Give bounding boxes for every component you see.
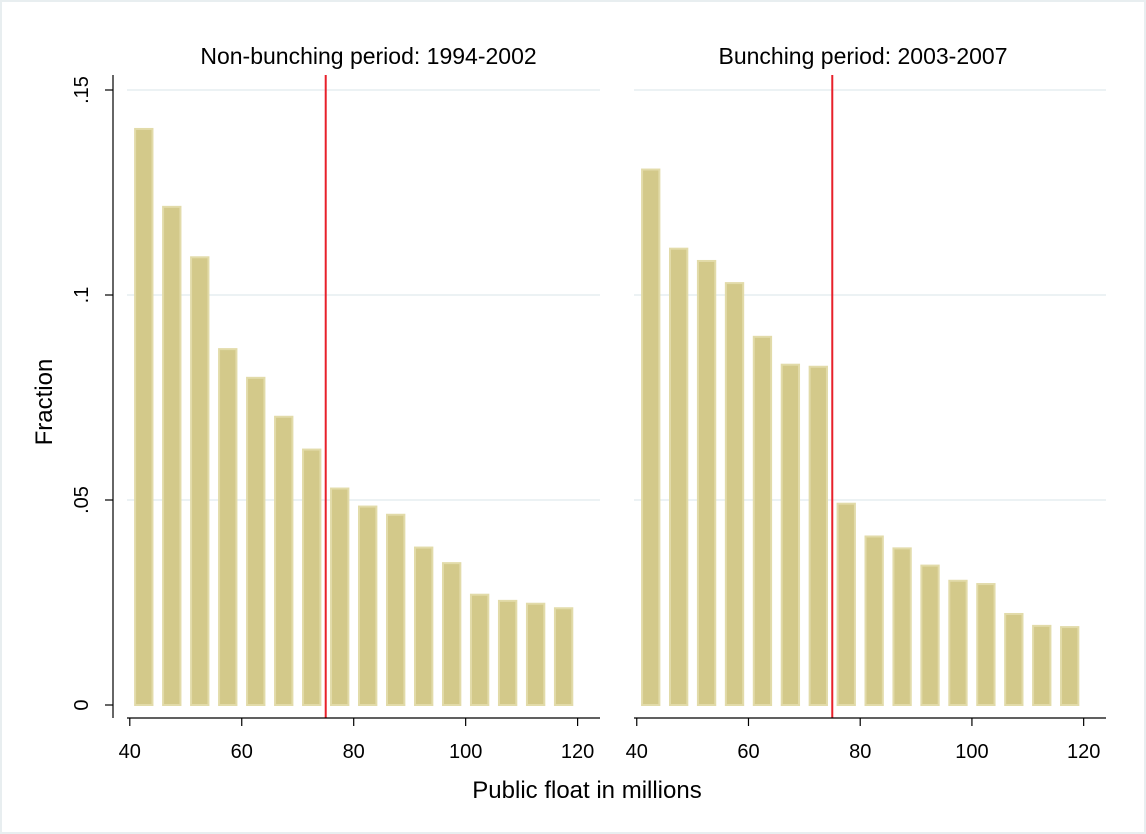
bar (808, 365, 828, 706)
bar (330, 487, 350, 706)
bar (497, 599, 518, 706)
y-tick-label: 0 (71, 699, 93, 710)
x-tick-label: 40 (119, 741, 141, 763)
panel-title: Non-bunching period: 1994-2002 (200, 43, 536, 69)
bar (976, 583, 996, 706)
bar (246, 376, 266, 706)
x-tick-label: 60 (737, 741, 759, 763)
bar (724, 282, 745, 706)
x-tick-label: 60 (231, 741, 253, 763)
x-axis-title: Public float in millions (472, 777, 701, 804)
bar (302, 448, 322, 706)
bar (1060, 626, 1080, 706)
y-tick-label: .1 (71, 287, 93, 304)
bar (553, 607, 574, 706)
y-axis-title: Fraction (31, 359, 58, 446)
bar (134, 127, 154, 706)
bar (525, 602, 546, 706)
bar (864, 535, 884, 706)
x-tick-label: 100 (955, 741, 988, 763)
chart-panel-2: 40 60 80 100 120 Bunching period: 2003-2007 (626, 43, 1106, 763)
bar (948, 579, 968, 707)
bar (386, 513, 406, 707)
bar (413, 546, 434, 706)
bar (752, 335, 773, 706)
bar (218, 348, 238, 706)
y-tick-label: .05 (71, 486, 93, 514)
bar (668, 247, 689, 706)
bar (836, 502, 856, 706)
x-tick-label: 120 (1067, 741, 1100, 763)
bar (641, 168, 661, 707)
bar (892, 547, 912, 706)
panel-title: Bunching period: 2003-2007 (718, 43, 1007, 69)
bar (162, 205, 182, 706)
chart-panels: 40 60 80 100 120 0 .05 .1 .15 Non-bunching period… (71, 43, 1106, 763)
x-tick-label: 40 (626, 741, 648, 763)
bar (920, 564, 940, 706)
bar (780, 363, 801, 706)
x-tick-label: 80 (343, 741, 365, 763)
bar (469, 593, 490, 707)
bar (190, 256, 210, 706)
y-tick-label: .15 (71, 76, 93, 104)
bar (274, 415, 294, 706)
x-tick-label: 100 (449, 741, 482, 763)
bar (441, 562, 462, 707)
bar (1032, 624, 1052, 706)
x-tick-label: 80 (849, 741, 871, 763)
bar (358, 505, 378, 706)
bar (696, 259, 717, 706)
x-tick-label: 120 (561, 741, 594, 763)
chart-panel-1: 40 60 80 100 120 0 .05 .1 .15 Non-bunching period… (71, 43, 600, 763)
bar (1004, 612, 1024, 706)
